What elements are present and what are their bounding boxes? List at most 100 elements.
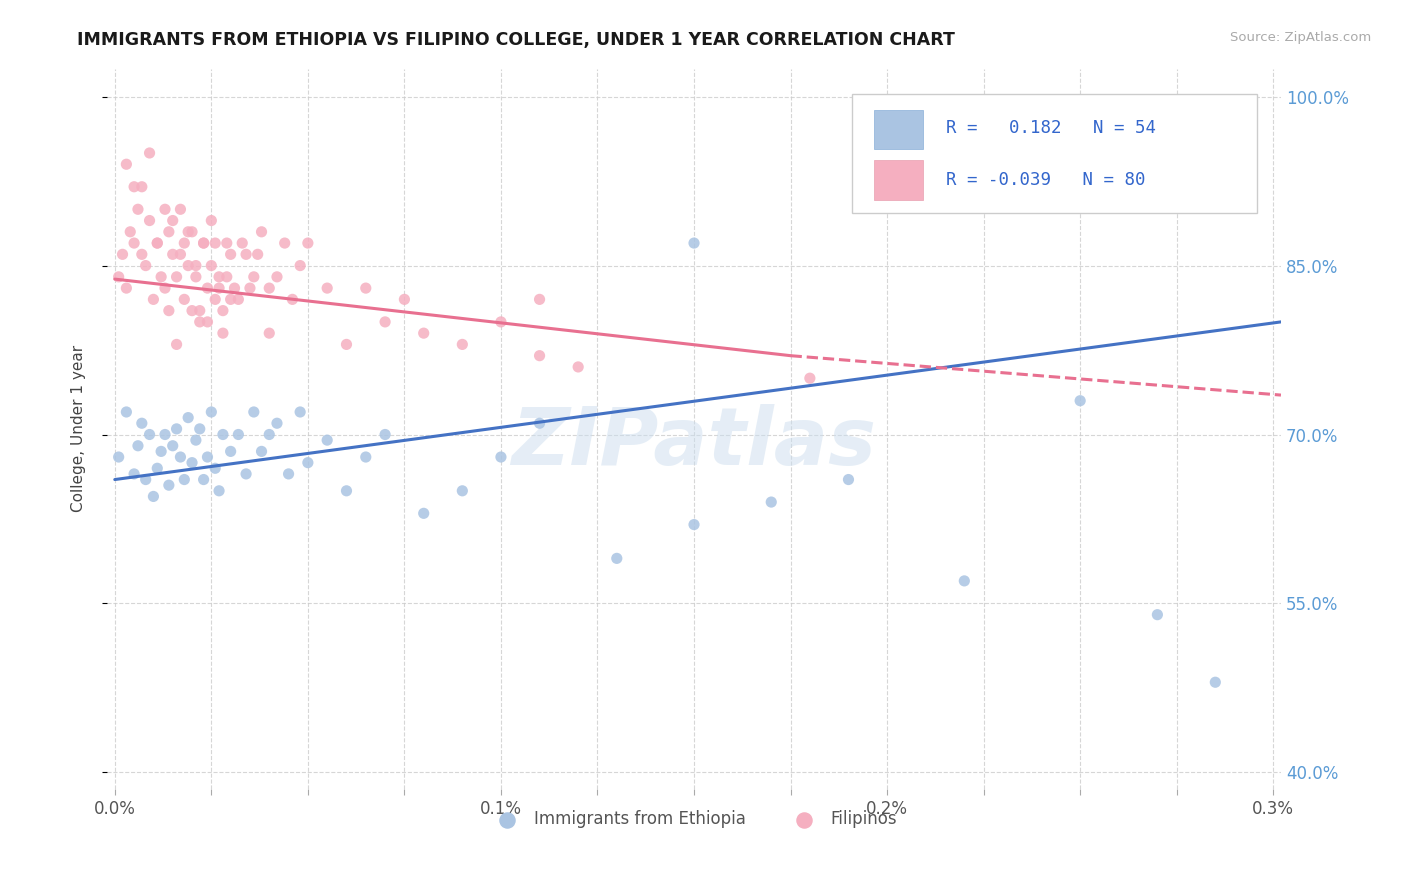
Point bbox=[529, 416, 551, 430]
Point bbox=[266, 416, 288, 430]
Point bbox=[193, 473, 215, 487]
Point bbox=[259, 281, 281, 295]
Point bbox=[239, 281, 262, 295]
Point bbox=[146, 235, 169, 250]
Point bbox=[111, 247, 134, 261]
Point bbox=[246, 247, 269, 261]
Point bbox=[166, 337, 188, 351]
Point bbox=[169, 247, 191, 261]
Point bbox=[146, 461, 169, 475]
Point bbox=[208, 281, 231, 295]
Point bbox=[122, 467, 145, 481]
Point bbox=[142, 490, 165, 504]
Point bbox=[153, 427, 176, 442]
Point bbox=[173, 473, 195, 487]
FancyBboxPatch shape bbox=[873, 160, 922, 200]
Point bbox=[200, 213, 222, 227]
Point bbox=[451, 337, 474, 351]
Point bbox=[135, 473, 157, 487]
Point bbox=[122, 235, 145, 250]
Point bbox=[127, 439, 149, 453]
Point bbox=[188, 315, 211, 329]
Point bbox=[567, 359, 589, 374]
Point bbox=[150, 269, 173, 284]
Point bbox=[115, 281, 138, 295]
Point bbox=[138, 145, 160, 160]
Point bbox=[219, 247, 242, 261]
Point bbox=[127, 202, 149, 217]
Point bbox=[235, 467, 257, 481]
Point bbox=[138, 427, 160, 442]
Point bbox=[799, 371, 821, 385]
Point bbox=[316, 433, 339, 447]
Point bbox=[316, 281, 339, 295]
Point bbox=[761, 495, 783, 509]
Point bbox=[193, 235, 215, 250]
Point bbox=[489, 450, 512, 464]
Point bbox=[1069, 393, 1091, 408]
Point bbox=[219, 293, 242, 307]
Point bbox=[297, 235, 319, 250]
Point bbox=[157, 478, 180, 492]
Point bbox=[259, 326, 281, 340]
Point bbox=[837, 473, 859, 487]
Point bbox=[212, 427, 235, 442]
Point bbox=[162, 247, 184, 261]
Point bbox=[115, 157, 138, 171]
Point bbox=[228, 293, 250, 307]
Point bbox=[169, 450, 191, 464]
Point bbox=[107, 269, 129, 284]
Point bbox=[259, 427, 281, 442]
Point bbox=[107, 450, 129, 464]
Point bbox=[451, 483, 474, 498]
Point bbox=[177, 259, 200, 273]
Point bbox=[288, 405, 311, 419]
Point bbox=[1204, 675, 1226, 690]
FancyBboxPatch shape bbox=[873, 110, 922, 149]
Point bbox=[131, 179, 153, 194]
Point bbox=[297, 456, 319, 470]
Point bbox=[208, 269, 231, 284]
Point bbox=[529, 349, 551, 363]
Point bbox=[394, 293, 416, 307]
Point bbox=[1146, 607, 1168, 622]
Point bbox=[489, 315, 512, 329]
Point bbox=[173, 293, 195, 307]
Legend: Immigrants from Ethiopia, Filipinos: Immigrants from Ethiopia, Filipinos bbox=[484, 804, 904, 835]
Point bbox=[177, 225, 200, 239]
FancyBboxPatch shape bbox=[852, 94, 1257, 212]
Point bbox=[374, 427, 396, 442]
Point bbox=[277, 467, 299, 481]
Point bbox=[354, 450, 377, 464]
Point bbox=[243, 405, 266, 419]
Point bbox=[529, 293, 551, 307]
Point bbox=[197, 315, 219, 329]
Point bbox=[166, 269, 188, 284]
Point bbox=[142, 293, 165, 307]
Point bbox=[188, 422, 211, 436]
Point bbox=[228, 427, 250, 442]
Point bbox=[200, 259, 222, 273]
Point bbox=[193, 235, 215, 250]
Point bbox=[215, 235, 238, 250]
Point bbox=[250, 225, 273, 239]
Point bbox=[354, 281, 377, 295]
Point bbox=[166, 422, 188, 436]
Point bbox=[335, 483, 357, 498]
Point bbox=[224, 281, 246, 295]
Point bbox=[235, 247, 257, 261]
Point bbox=[181, 456, 204, 470]
Point bbox=[200, 405, 222, 419]
Point bbox=[953, 574, 976, 588]
Point bbox=[131, 416, 153, 430]
Point bbox=[683, 235, 706, 250]
Point bbox=[231, 235, 253, 250]
Point bbox=[243, 269, 266, 284]
Point bbox=[288, 259, 311, 273]
Point bbox=[212, 303, 235, 318]
Point bbox=[184, 269, 207, 284]
Point bbox=[683, 517, 706, 532]
Point bbox=[157, 225, 180, 239]
Point bbox=[212, 326, 235, 340]
Point bbox=[273, 235, 295, 250]
